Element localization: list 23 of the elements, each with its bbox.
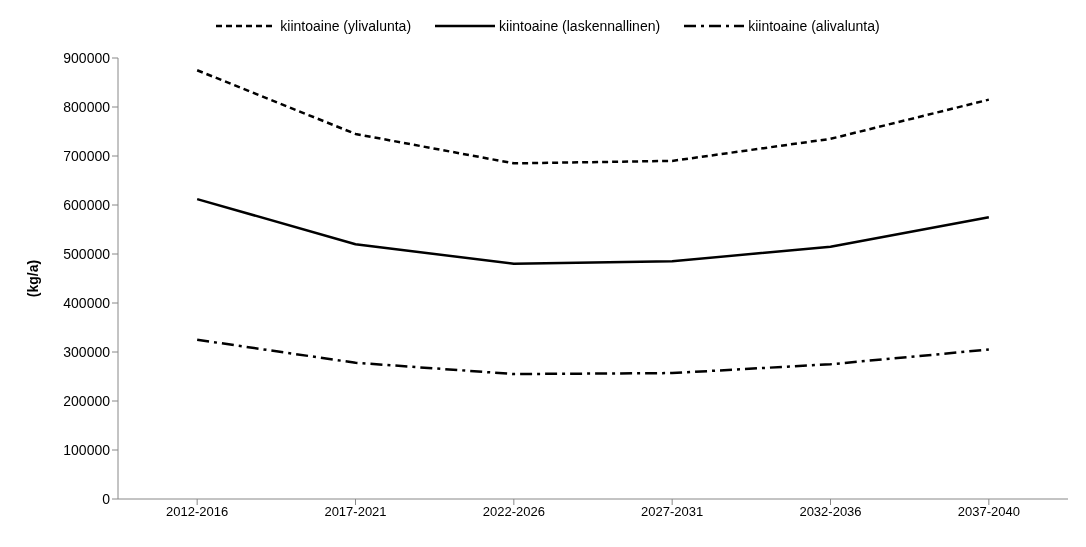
x-tick-label: 2012-2016	[166, 504, 229, 520]
legend-label: kiintoaine (ylivalunta)	[280, 18, 412, 34]
y-tick-label: 200000	[63, 392, 111, 409]
x-tick-label: 2027-2031	[641, 504, 704, 520]
y-tick-label: 600000	[63, 196, 111, 213]
line-series	[195, 338, 991, 376]
line-series	[195, 197, 991, 266]
x-tick-label: 2022-2026	[482, 504, 545, 520]
y-tick-label: 800000	[63, 98, 111, 115]
y-tick-label: 0	[102, 490, 111, 507]
y-tick-label: 400000	[63, 294, 111, 311]
y-axis-title: (kg/a)	[24, 259, 41, 298]
x-tick-label: 2017-2021	[324, 504, 387, 520]
y-tick-label: 100000	[63, 441, 111, 458]
x-tick-label: 2037-2040	[957, 504, 1020, 520]
legend-label: kiintoaine (alivalunta)	[748, 18, 880, 34]
y-tick-label: 900000	[63, 49, 111, 66]
y-tick-label: 300000	[63, 343, 111, 360]
y-tick-label: 700000	[63, 147, 111, 164]
y-tick-label: 500000	[63, 245, 111, 262]
x-tick-label: 2032-2036	[799, 504, 862, 520]
legend-label: kiintoaine (laskennallinen)	[499, 18, 661, 34]
line-series	[195, 69, 991, 165]
